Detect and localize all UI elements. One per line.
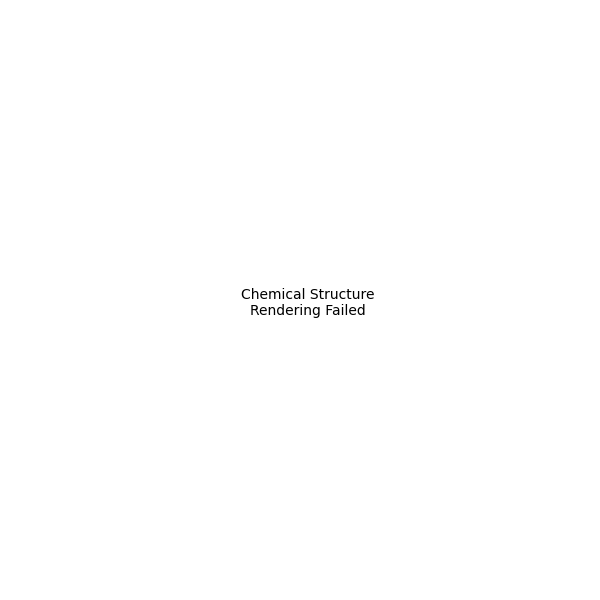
Text: Chemical Structure
Rendering Failed: Chemical Structure Rendering Failed <box>241 288 374 318</box>
